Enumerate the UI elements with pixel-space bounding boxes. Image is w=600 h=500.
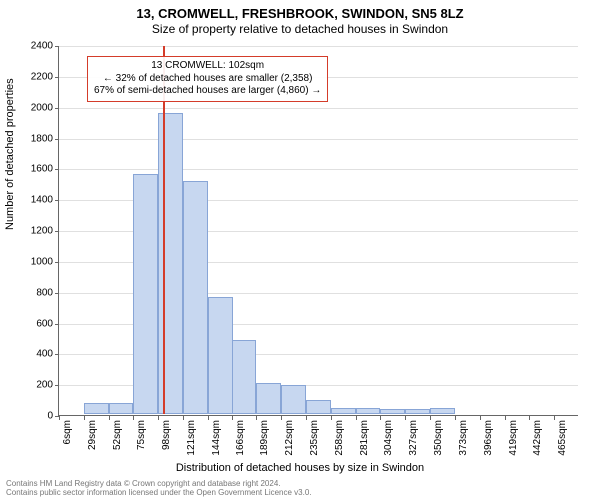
x-tick-mark bbox=[158, 416, 159, 420]
y-tick-mark bbox=[55, 169, 59, 170]
y-tick-label: 800 bbox=[13, 287, 53, 298]
histogram-bar bbox=[405, 409, 430, 414]
y-tick-mark bbox=[55, 46, 59, 47]
page-subtitle: Size of property relative to detached ho… bbox=[0, 22, 600, 36]
page-title: 13, CROMWELL, FRESHBROOK, SWINDON, SN5 8… bbox=[0, 6, 600, 21]
x-tick-mark bbox=[109, 416, 110, 420]
y-tick-label: 1200 bbox=[13, 226, 53, 237]
chart-area: 0200400600800100012001400160018002000220… bbox=[58, 46, 578, 416]
x-tick-mark bbox=[183, 416, 184, 420]
y-tick-mark bbox=[55, 139, 59, 140]
y-tick-mark bbox=[55, 200, 59, 201]
x-tick-label: 396sqm bbox=[483, 420, 494, 456]
y-tick-label: 1600 bbox=[13, 164, 53, 175]
y-tick-label: 400 bbox=[13, 349, 53, 360]
x-tick-label: 327sqm bbox=[408, 420, 419, 456]
y-tick-mark bbox=[55, 293, 59, 294]
annotation-line-2: ← 32% of detached houses are smaller (2,… bbox=[94, 73, 321, 86]
x-tick-mark bbox=[455, 416, 456, 420]
x-tick-label: 373sqm bbox=[458, 420, 469, 456]
y-tick-label: 1000 bbox=[13, 256, 53, 267]
x-tick-label: 52sqm bbox=[112, 420, 123, 450]
x-tick-mark bbox=[380, 416, 381, 420]
x-tick-mark bbox=[281, 416, 282, 420]
y-tick-label: 1400 bbox=[13, 195, 53, 206]
y-tick-label: 600 bbox=[13, 318, 53, 329]
x-tick-mark bbox=[306, 416, 307, 420]
footer-attribution: Contains HM Land Registry data © Crown c… bbox=[6, 480, 312, 498]
x-tick-mark bbox=[554, 416, 555, 420]
histogram-bar bbox=[208, 297, 233, 414]
x-tick-label: 465sqm bbox=[557, 420, 568, 456]
annotation-box: 13 CROMWELL: 102sqm← 32% of detached hou… bbox=[87, 56, 328, 102]
x-tick-mark bbox=[356, 416, 357, 420]
x-axis-label: Distribution of detached houses by size … bbox=[0, 462, 600, 474]
x-tick-mark bbox=[331, 416, 332, 420]
histogram-bar bbox=[430, 408, 455, 414]
y-tick-label: 1800 bbox=[13, 133, 53, 144]
histogram-bar bbox=[183, 181, 208, 414]
x-tick-mark bbox=[430, 416, 431, 420]
plot-area: 0200400600800100012001400160018002000220… bbox=[58, 46, 578, 416]
histogram-bar bbox=[84, 403, 109, 414]
x-tick-label: 350sqm bbox=[433, 420, 444, 456]
histogram-bar bbox=[109, 403, 134, 414]
x-tick-label: 304sqm bbox=[383, 420, 394, 456]
x-tick-mark bbox=[84, 416, 85, 420]
y-tick-mark bbox=[55, 385, 59, 386]
annotation-line-1: 13 CROMWELL: 102sqm bbox=[94, 60, 321, 73]
gridline bbox=[59, 108, 578, 109]
x-tick-label: 75sqm bbox=[136, 420, 147, 450]
x-tick-label: 6sqm bbox=[62, 420, 73, 444]
y-tick-label: 2400 bbox=[13, 41, 53, 52]
gridline bbox=[59, 46, 578, 47]
x-tick-label: 281sqm bbox=[359, 420, 370, 456]
gridline bbox=[59, 169, 578, 170]
y-tick-mark bbox=[55, 77, 59, 78]
x-tick-label: 121sqm bbox=[186, 420, 197, 456]
y-tick-mark bbox=[55, 324, 59, 325]
y-tick-mark bbox=[55, 262, 59, 263]
footer-line-2: Contains public sector information licen… bbox=[6, 489, 312, 498]
x-tick-mark bbox=[405, 416, 406, 420]
x-tick-mark bbox=[59, 416, 60, 420]
x-tick-label: 235sqm bbox=[309, 420, 320, 456]
x-tick-mark bbox=[480, 416, 481, 420]
x-tick-label: 144sqm bbox=[211, 420, 222, 456]
x-tick-mark bbox=[256, 416, 257, 420]
histogram-bar bbox=[306, 400, 331, 414]
y-tick-mark bbox=[55, 231, 59, 232]
y-tick-label: 2200 bbox=[13, 71, 53, 82]
x-tick-label: 166sqm bbox=[235, 420, 246, 456]
x-tick-mark bbox=[529, 416, 530, 420]
x-tick-label: 442sqm bbox=[532, 420, 543, 456]
x-tick-label: 212sqm bbox=[284, 420, 295, 456]
y-tick-label: 2000 bbox=[13, 102, 53, 113]
histogram-bar bbox=[380, 409, 405, 414]
histogram-bar bbox=[356, 408, 381, 414]
histogram-bar bbox=[331, 408, 356, 414]
x-tick-label: 419sqm bbox=[508, 420, 519, 456]
x-tick-mark bbox=[505, 416, 506, 420]
histogram-bar bbox=[256, 383, 281, 414]
x-tick-mark bbox=[133, 416, 134, 420]
gridline bbox=[59, 139, 578, 140]
x-tick-mark bbox=[232, 416, 233, 420]
y-tick-label: 0 bbox=[13, 411, 53, 422]
histogram-bar bbox=[281, 385, 306, 414]
y-tick-mark bbox=[55, 354, 59, 355]
x-tick-label: 98sqm bbox=[161, 420, 172, 450]
histogram-bar bbox=[133, 174, 158, 415]
x-tick-label: 258sqm bbox=[334, 420, 345, 456]
annotation-line-3: 67% of semi-detached houses are larger (… bbox=[94, 85, 321, 98]
x-tick-mark bbox=[208, 416, 209, 420]
x-tick-label: 29sqm bbox=[87, 420, 98, 450]
y-tick-label: 200 bbox=[13, 380, 53, 391]
y-tick-mark bbox=[55, 108, 59, 109]
histogram-bar bbox=[232, 340, 257, 414]
x-tick-label: 189sqm bbox=[259, 420, 270, 456]
y-axis-label: Number of detached properties bbox=[4, 78, 16, 230]
